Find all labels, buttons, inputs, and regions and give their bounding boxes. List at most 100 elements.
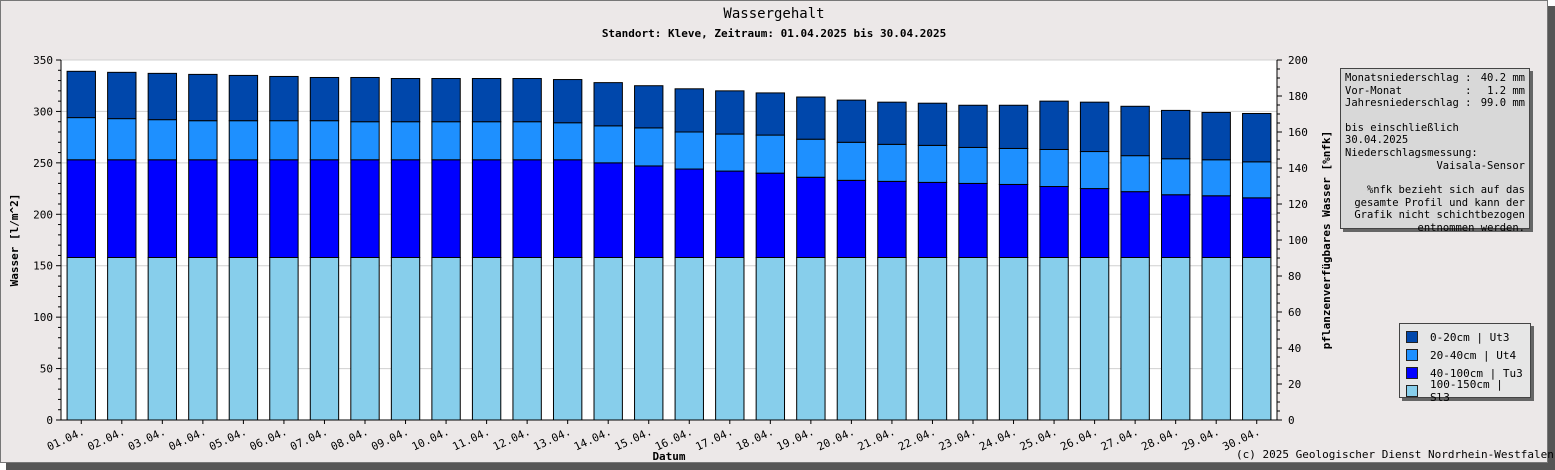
legend-label: 100-150cm | Sl3 [1430,378,1503,404]
y-axis-title: Wasser [l/m^2] [8,194,21,287]
bar-segment [188,120,218,161]
x-tick-label: 25.04. [1018,425,1060,454]
bar-segment [512,121,542,161]
x-tick-label: 20.04. [815,425,857,454]
x-tick-label: 14.04. [572,425,614,454]
bar-segment [917,256,948,421]
bar-segment [1079,101,1110,153]
x-tick-label: 29.04. [1180,425,1222,454]
y2-tick-label: 60 [1288,306,1301,319]
x-tick-label: 10.04. [410,425,452,454]
bar-segment [877,101,907,145]
bar-segment [390,121,421,161]
bar-segment [755,92,786,136]
bar-segment [309,256,340,421]
x-tick-label: 07.04. [288,425,330,454]
x-tick-label: 04.04. [167,425,209,454]
bar-segment [552,256,583,421]
x-tick-label: 23.04. [937,425,979,454]
bar-segment [471,159,502,258]
bar-segment [1242,112,1272,163]
bar-segment [796,96,826,140]
bar-segment [147,256,178,421]
bar-segment [1201,195,1231,258]
y-tick-label: 50 [40,363,53,376]
bar-segment [958,256,988,421]
info-bis-line: bis einschließlich 30.04.2025 [1345,121,1459,147]
bar-segment [1120,105,1150,157]
bar-segment [269,159,299,258]
info-vormonat-label: Vor-Monat : [1345,84,1472,97]
bar-segment [1039,186,1069,258]
bar-segment [309,120,340,161]
x-tick-label: 15.04. [612,425,654,454]
legend-swatch [1406,349,1418,361]
info-note: %nfk bezieht sich auf das gesamte Profil… [1354,184,1525,234]
x-axis-title: Datum [652,450,685,463]
bar-segment [107,71,137,120]
bar-segment [593,125,623,164]
bar-segment [755,256,786,421]
bar-segment [674,256,704,421]
bar-segment [350,76,380,123]
y-tick-label: 200 [33,208,53,221]
bar-segment [309,76,340,122]
bar-segment [755,134,786,174]
bar-segment [269,75,299,122]
bar-segment [512,159,542,258]
x-tick-label: 28.04. [1139,425,1181,454]
bar-segment [147,119,178,161]
y2-tick-label: 120 [1288,198,1308,211]
bar-segment [269,120,299,161]
info-jahr-value: 99.0 mm [1480,97,1525,110]
x-tick-label: 03.04. [126,425,168,454]
x-tick-label: 18.04. [734,425,776,454]
x-tick-label: 12.04. [491,425,533,454]
bar-segment [350,256,380,421]
bar-segment [431,121,461,161]
bar-segment [1160,158,1191,196]
bar-segment [958,182,988,258]
legend-swatch [1406,367,1418,379]
bar-segment [1120,256,1150,421]
bar-segment [796,176,826,258]
bar-segment [715,170,745,258]
y-tick-label: 0 [46,414,53,427]
bar-segment [877,256,907,421]
bar-segment [1242,161,1272,199]
x-tick-label: 21.04. [856,425,898,454]
bar-segment [147,72,178,121]
bar-segment [958,104,988,148]
plot-area [61,60,1277,420]
bar-segment [958,146,988,184]
x-tick-label: 17.04. [694,425,736,454]
bar-segment [1079,151,1110,190]
bar-segment [1160,194,1191,258]
legend-item-0-20cm: 0-20cm | Ut3 [1406,328,1524,346]
bar-segment [836,256,867,421]
bar-segment [836,179,867,258]
legend-label: 0-20cm | Ut3 [1430,330,1510,344]
y2-tick-label: 160 [1288,126,1308,139]
bar-segment [269,256,299,421]
frame-shadow-bottom [6,463,1555,470]
y2-tick-label: 0 [1288,414,1295,427]
x-tick-label: 13.04. [531,425,573,454]
bar-segment [66,256,96,421]
bar-segment [998,183,1029,258]
bar-segment [390,256,421,421]
bar-segment [471,256,502,421]
bar-segment [634,85,664,129]
frame-shadow-right [1548,6,1555,470]
bar-segment [552,79,583,124]
bar-segment [471,121,502,161]
bar-segment [512,78,542,123]
bar-segment [1242,256,1272,421]
bar-segment [228,120,259,161]
x-tick-label: 27.04. [1099,425,1141,454]
bar-segment [998,104,1029,149]
bar-segment [593,82,623,127]
y-tick-label: 350 [33,54,53,67]
info-jahr-label: Jahresniederschlag : [1345,97,1472,110]
